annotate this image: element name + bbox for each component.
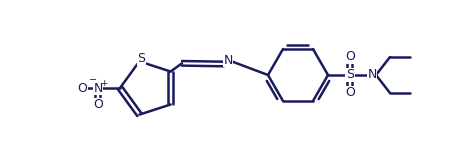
Text: O: O — [344, 87, 354, 100]
Text: O: O — [77, 82, 87, 95]
Text: +: + — [100, 79, 107, 88]
Text: O: O — [344, 50, 354, 63]
Text: −: − — [89, 75, 97, 85]
Text: S: S — [345, 68, 353, 82]
Text: N: N — [367, 68, 376, 82]
Text: N: N — [223, 53, 232, 66]
Text: O: O — [93, 99, 103, 112]
Text: S: S — [137, 52, 145, 65]
Text: N: N — [93, 82, 102, 95]
